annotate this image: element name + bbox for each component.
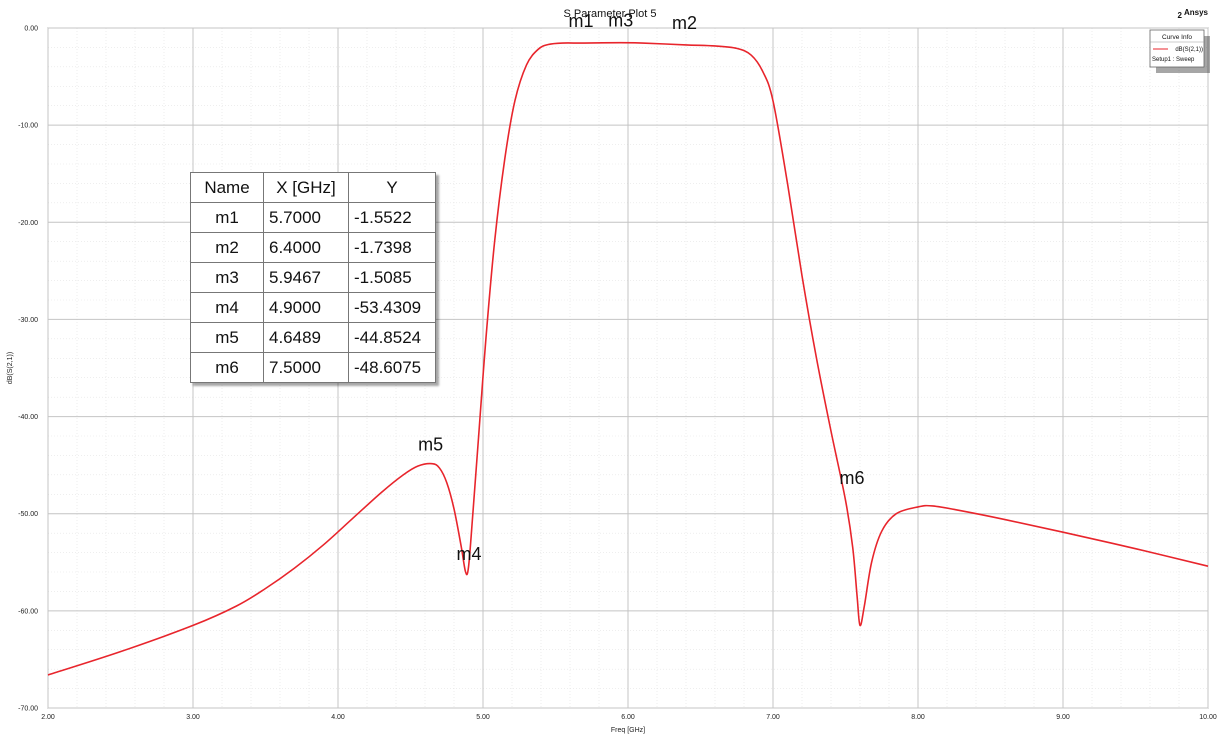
x-axis-title: Freq [GHz]: [611, 727, 645, 734]
x-tick-label: 7.00: [766, 714, 780, 721]
marker-table-row: m6 7.5000 -48.6075: [190, 352, 436, 383]
y-axis-title: dB(S(2,1)): [7, 352, 14, 384]
series-layer: [47, 41, 1209, 676]
x-tick-label: 8.00: [911, 714, 925, 721]
marker-label-m6[interactable]: m6: [840, 468, 865, 488]
marker-table-row: m5 4.6489 -44.8524: [190, 322, 436, 353]
ansys-logo: Ansys: [1184, 8, 1209, 17]
marker-table-header-row: Name X [GHz] Y: [190, 172, 436, 203]
x-tick-label: 4.00: [331, 714, 345, 721]
marker-label-m1[interactable]: m1: [569, 11, 594, 31]
marker-name-cell: m5: [190, 322, 264, 353]
marker-x-cell: 4.6489: [263, 322, 349, 353]
marker-y-cell: -1.5085: [348, 262, 436, 293]
marker-name-cell: m4: [190, 292, 264, 323]
marker-table-row: m1 5.7000 -1.5522: [190, 202, 436, 233]
marker-x-cell: 7.5000: [263, 352, 349, 383]
marker-name-cell: m1: [190, 202, 264, 233]
x-tick-label: 9.00: [1056, 714, 1070, 721]
marker-x-cell: 5.9467: [263, 262, 349, 293]
marker-y-cell: -53.4309: [348, 292, 436, 323]
marker-table: Name X [GHz] Y m1 5.7000 -1.5522 m2 6.40…: [190, 172, 436, 383]
y-tick-label: -40.00: [18, 414, 38, 421]
marker-x-cell: 6.4000: [263, 232, 349, 263]
marker-x-cell: 4.9000: [263, 292, 349, 323]
y-tick-label: 0.00: [24, 26, 38, 33]
marker-name-cell: m6: [190, 352, 264, 383]
corner-number: 2: [1178, 11, 1183, 20]
marker-table-row: m2 6.4000 -1.7398: [190, 232, 436, 263]
marker-table-header-name: Name: [190, 172, 264, 203]
x-tick-label: 10.00: [1199, 714, 1217, 721]
x-tick-label: 3.00: [186, 714, 200, 721]
marker-table-header-y: Y: [348, 172, 436, 203]
marker-table-row: m4 4.9000 -53.4309: [190, 292, 436, 323]
marker-y-cell: -44.8524: [348, 322, 436, 353]
marker-x-cell: 5.7000: [263, 202, 349, 233]
marker-y-cell: -1.5522: [348, 202, 436, 233]
marker-name-cell: m2: [190, 232, 264, 263]
x-tick-label: 2.00: [41, 714, 55, 721]
marker-table-row: m3 5.9467 -1.5085: [190, 262, 436, 293]
series-line-s21: [47, 41, 1209, 676]
y-tick-label: -10.00: [18, 123, 38, 130]
legend-title: Curve Info: [1162, 34, 1192, 41]
marker-name-cell: m3: [190, 262, 264, 293]
x-axis-ticks: 2.00 3.00 4.00 5.00 6.00 7.00 8.00 9.00 10.00: [41, 714, 1217, 721]
marker-y-cell: -1.7398: [348, 232, 436, 263]
x-tick-label: 5.00: [476, 714, 490, 721]
y-axis-ticks: 0.00 -10.00 -20.00 -30.00 -40.00 -50.00 -60.00…: [18, 26, 38, 713]
marker-label-m5[interactable]: m5: [418, 435, 443, 455]
marker-label-m3[interactable]: m3: [608, 11, 633, 31]
y-tick-label: -20.00: [18, 220, 38, 227]
marker-layer: m1 m2 m3 m4 m5 m6: [418, 11, 864, 564]
marker-y-cell: -48.6075: [348, 352, 436, 383]
y-tick-label: -60.00: [18, 608, 38, 615]
legend-entry-sub: Setup1 : Sweep: [1152, 57, 1195, 63]
marker-table-header-x: X [GHz]: [263, 172, 349, 203]
y-tick-label: -50.00: [18, 511, 38, 518]
marker-label-m4[interactable]: m4: [457, 544, 482, 564]
marker-label-m2[interactable]: m2: [672, 13, 697, 33]
y-tick-label: -30.00: [18, 317, 38, 324]
chart-title: S Parameter Plot 5: [564, 8, 657, 20]
legend-entry-label: dB(S(2,1)): [1175, 47, 1203, 53]
y-tick-label: -70.00: [18, 706, 38, 713]
legend[interactable]: Curve Info dB(S(2,1)) Setup1 : Sweep: [1149, 29, 1210, 73]
x-tick-label: 6.00: [621, 714, 635, 721]
